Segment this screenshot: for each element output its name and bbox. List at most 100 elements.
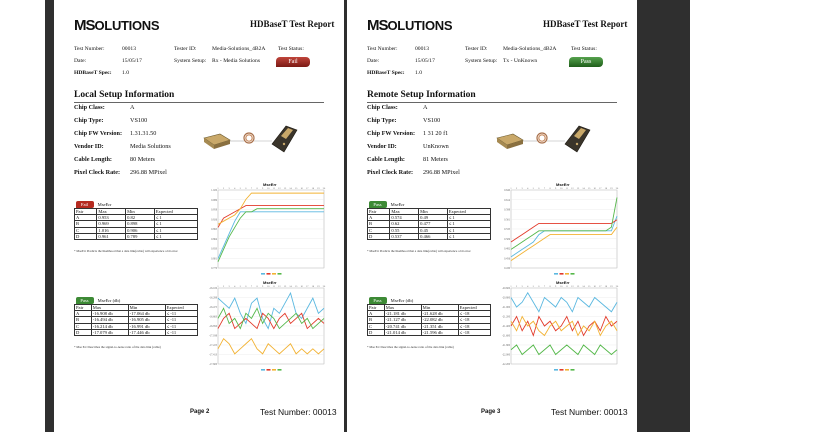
test-status-badge: Fail: [276, 57, 310, 67]
report-title: HDBaseT Test Report: [250, 19, 335, 29]
x-tick-label: 8: [256, 285, 258, 288]
tester-id-label: Tester ID:: [465, 46, 488, 52]
x-tick-label: 20: [616, 187, 619, 190]
report-page-3[interactable]: MSOLUTIONS HDBaseT Test Report Test Numb…: [347, 0, 637, 432]
x-tick-label: 13: [577, 187, 580, 190]
vendor-id-label: Vendor ID:: [74, 143, 104, 150]
chart-title: MseErr: [556, 182, 570, 187]
y-tick-label: -17.038: [209, 335, 218, 338]
mse-db-status-pill: Pass: [75, 297, 94, 304]
x-tick-label: 17: [306, 187, 309, 190]
mse-db-table: Pass MseErr (db) Pair Max Min Expected A -2…: [367, 297, 492, 337]
x-tick-label: 15: [588, 285, 591, 288]
system-setup-label: System Setup:: [465, 58, 498, 64]
x-tick-label: 11: [566, 285, 569, 288]
x-tick-label: 18: [605, 187, 608, 190]
legend-swatch-0: [554, 369, 558, 371]
y-tick-label: 0.864: [211, 238, 218, 241]
section-divider: [367, 102, 617, 103]
mse-status-pill: Pass: [368, 201, 387, 208]
test-number-value: 00013: [415, 46, 429, 52]
x-tick-label: 4: [527, 285, 529, 288]
mse-db-status-pill: Pass: [368, 297, 387, 304]
legend-swatch-3: [277, 273, 282, 275]
legend-swatch-2: [272, 369, 276, 371]
tester-id-value: Media-Solutions_4B2A: [503, 46, 557, 52]
date-label: Date:: [367, 58, 380, 64]
x-tick-label: 13: [577, 285, 580, 288]
legend-swatch-0: [554, 273, 558, 275]
cable-coil-icon: [523, 132, 565, 144]
x-tick-label: 6: [245, 187, 247, 190]
chip-fw-value: 1 31 20 f1: [423, 130, 449, 137]
y-tick-label: -16.475: [209, 306, 218, 309]
x-tick-label: 2: [516, 285, 518, 288]
system-setup-value: Rx - Media Solutions: [212, 58, 261, 64]
x-tick-label: 10: [560, 285, 563, 288]
y-tick-label: 0.535: [504, 228, 511, 231]
ms-solutions-logo: MSOLUTIONS: [74, 17, 160, 34]
y-tick-label: 0.926: [211, 218, 218, 221]
x-tick-label: 6: [538, 285, 540, 288]
chip-class-value: A: [130, 104, 135, 111]
x-tick-label: 10: [267, 285, 270, 288]
x-tick-label: 12: [571, 285, 574, 288]
date-value: 15/05/17: [122, 58, 142, 64]
chip-class-label: Chip Class:: [367, 104, 398, 111]
date-value: 15/05/17: [415, 58, 435, 64]
table-row: D 0.537 0.466 ≤ 1: [366, 232, 492, 241]
y-tick-label: 0.770: [211, 267, 218, 270]
mse-note: * MseErr Predicts the likelihood that a …: [367, 249, 471, 253]
series-line-3: [217, 307, 325, 330]
legend-swatch-0: [261, 273, 265, 275]
x-tick-label: 3: [229, 285, 231, 288]
x-tick-label: 4: [234, 187, 236, 190]
report-page-2[interactable]: MSOLUTIONS HDBaseT Test Report Test Numb…: [54, 0, 344, 432]
report-title: HDBaseT Test Report: [543, 19, 628, 29]
y-tick-label: -17.225: [209, 344, 218, 347]
x-tick-label: 7: [251, 285, 253, 288]
series-line-2: [510, 315, 618, 337]
hdbaset-spec-value: 1.0: [122, 70, 129, 76]
x-tick-label: 13: [284, 187, 287, 190]
hdbaset-device-illustration: [203, 125, 298, 153]
table-row: C -16.214 db -16.991 db ≤ -11: [74, 322, 199, 330]
cable-length-label: Cable Length:: [367, 156, 405, 163]
transmitter-device-icon: [203, 133, 231, 149]
tester-device-icon: [564, 125, 591, 153]
x-tick-label: 9: [262, 285, 264, 288]
tester-device-icon: [271, 125, 298, 153]
series-line-2: [217, 337, 325, 355]
mse-err-db-chart: -16.100 -16.288 -16.475 -16.663 -16.850 -17.0…: [209, 285, 326, 371]
y-tick-label: 0.430: [504, 267, 511, 270]
y-tick-label: 0.614: [504, 199, 511, 202]
y-tick-label: -16.663: [209, 316, 218, 319]
y-tick-label: 0.640: [504, 189, 511, 192]
x-tick-label: 2: [223, 285, 225, 288]
x-tick-label: 11: [273, 187, 276, 190]
y-tick-label: -21.800: [502, 344, 511, 347]
y-tick-label: -22.200: [502, 363, 511, 366]
x-tick-label: 15: [295, 187, 298, 190]
hdbaset-device-illustration: [496, 125, 591, 153]
table-header-row: Pair Max Min Expected: [74, 303, 199, 312]
series-line-3: [217, 208, 324, 262]
y-tick-label: -21.000: [502, 306, 511, 309]
x-tick-label: 10: [560, 187, 563, 190]
x-tick-label: 14: [582, 187, 585, 190]
y-tick-label: -16.288: [209, 297, 218, 300]
x-tick-label: 16: [593, 285, 596, 288]
mse-err-chart: 1.020 0.989 0.958 0.926 0.895 0.864 0.833 0.801…: [211, 187, 326, 275]
x-tick-label: 1: [217, 285, 219, 288]
setup-section-title: Remote Setup Information: [367, 90, 476, 100]
x-tick-label: 7: [544, 285, 546, 288]
x-tick-label: 17: [599, 285, 602, 288]
x-tick-label: 3: [522, 285, 524, 288]
mse-db-table: Pass MseErr (db) Pair Max Min Expected A -1…: [74, 297, 199, 337]
x-tick-label: 5: [533, 187, 535, 190]
y-tick-label: 0.833: [211, 248, 218, 251]
x-tick-label: 18: [312, 187, 315, 190]
legend-swatch-1: [266, 369, 271, 371]
footer-test-number: Test Number: 00013: [260, 407, 337, 417]
series-line-2: [510, 226, 618, 261]
